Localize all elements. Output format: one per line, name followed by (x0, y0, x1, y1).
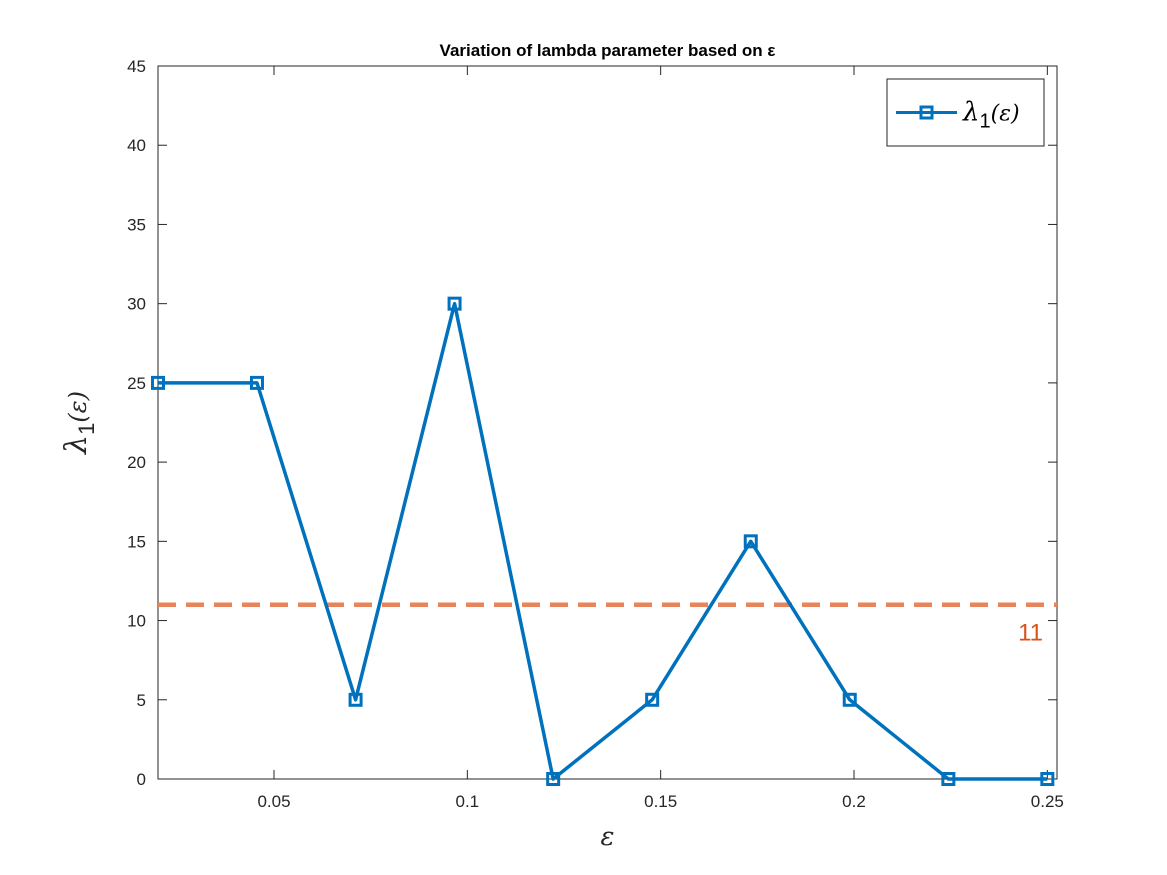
reference-line-group: 11 (158, 602, 1057, 647)
y-tick-label: 0 (137, 770, 146, 789)
y-tick-label: 35 (127, 215, 146, 234)
data-point-marker (743, 534, 758, 549)
y-tick-label: 5 (137, 691, 146, 710)
y-tick-label: 10 (127, 612, 146, 631)
plot-area (157, 65, 1058, 780)
tick-labels: 0.05 0.1 0.15 0.2 0.25 0 5 10 15 20 25 30 35 40 45 (127, 57, 1064, 811)
x-tick-label: 0.15 (644, 792, 677, 811)
y-tick-label: 30 (127, 295, 146, 314)
y-tick-label: 40 (127, 136, 146, 155)
data-point-marker (447, 296, 462, 311)
series-group (151, 296, 1055, 786)
legend-box (886, 78, 1045, 147)
chart-title: Variation of lambda parameter based on ε (440, 41, 776, 60)
legend: λ1(ε) (886, 78, 1045, 147)
x-tick-label: 0.2 (842, 792, 866, 811)
data-point-marker (151, 375, 165, 390)
series-line (158, 301, 1048, 781)
y-tick-label: 15 (127, 532, 146, 551)
y-axis-label: λ1(ε) (59, 391, 99, 455)
legend-label: λ1(ε) (962, 98, 1020, 133)
x-axis-label: ε (601, 822, 615, 852)
data-point-marker (941, 772, 956, 786)
data-point-marker (249, 375, 264, 390)
data-point-marker (546, 772, 561, 786)
data-point-marker (842, 692, 857, 707)
x-tick-label: 0.05 (257, 792, 290, 811)
data-point-marker (645, 692, 660, 707)
y-tick-label: 25 (127, 374, 146, 393)
data-point-marker (1040, 772, 1055, 786)
legend-marker-sample (919, 105, 934, 120)
data-point-marker (348, 692, 363, 707)
y-tick-label: 20 (127, 453, 146, 472)
x-tick-label: 0.25 (1031, 792, 1064, 811)
reference-line-label: 11 (1018, 620, 1043, 647)
x-tick-label: 0.1 (456, 792, 480, 811)
y-tick-label: 45 (127, 57, 146, 76)
